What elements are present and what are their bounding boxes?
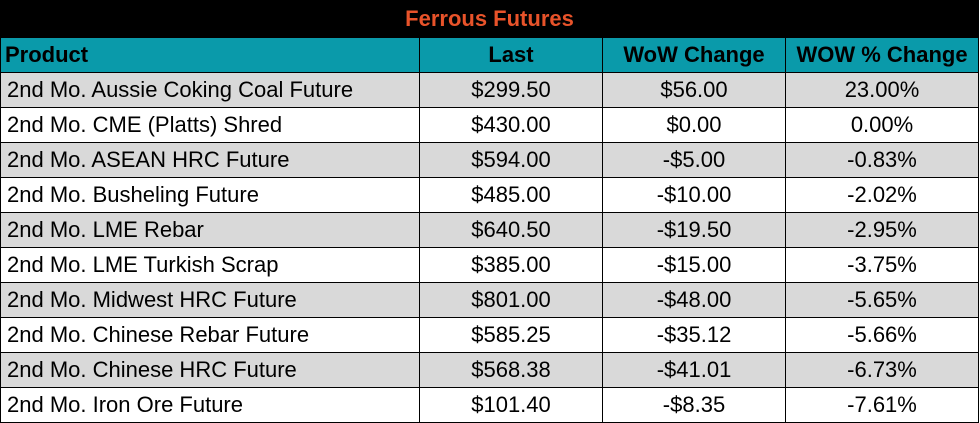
cell-product: 2nd Mo. Midwest HRC Future [0, 282, 420, 318]
cell-wow-pct-change: -7.61% [784, 387, 980, 423]
table-row: 2nd Mo. LME Rebar $640.50 -$19.50 -2.95% [0, 212, 980, 248]
cell-last: $385.00 [419, 247, 603, 283]
cell-wow-pct-change: 23.00% [784, 72, 980, 108]
header-last: Last [419, 37, 603, 73]
table-row: 2nd Mo. ASEAN HRC Future $594.00 -$5.00 -0.… [0, 142, 980, 178]
cell-wow-change: $56.00 [602, 72, 786, 108]
cell-last: $568.38 [419, 352, 603, 388]
table-row: 2nd Mo. Chinese HRC Future $568.38 -$41.01… [0, 352, 980, 388]
cell-last: $585.25 [419, 317, 603, 353]
cell-product: 2nd Mo. Chinese HRC Future [0, 352, 420, 388]
cell-last: $640.50 [419, 212, 603, 248]
header-wow-pct-change: WOW % Change [784, 37, 980, 73]
cell-wow-change: -$35.12 [602, 317, 786, 353]
cell-product: 2nd Mo. LME Rebar [0, 212, 420, 248]
table-row: 2nd Mo. Busheling Future $485.00 -$10.00 -2… [0, 177, 980, 213]
cell-wow-change: $0.00 [602, 107, 786, 143]
header-wow-change: WoW Change [602, 37, 786, 73]
cell-wow-change: -$15.00 [602, 247, 786, 283]
title-row: Ferrous Futures [0, 0, 980, 38]
table-title: Ferrous Futures [0, 0, 980, 38]
table-body: 2nd Mo. Aussie Coking Coal Future $299.50… [0, 72, 980, 423]
cell-wow-change: -$10.00 [602, 177, 786, 213]
cell-wow-pct-change: 0.00% [784, 107, 980, 143]
cell-wow-change: -$19.50 [602, 212, 786, 248]
cell-wow-change: -$5.00 [602, 142, 786, 178]
cell-wow-change: -$48.00 [602, 282, 786, 318]
cell-product: 2nd Mo. ASEAN HRC Future [0, 142, 420, 178]
cell-product: 2nd Mo. Iron Ore Future [0, 387, 420, 423]
cell-wow-pct-change: -5.65% [784, 282, 980, 318]
cell-last: $801.00 [419, 282, 603, 318]
cell-product: 2nd Mo. CME (Platts) Shred [0, 107, 420, 143]
table-row: 2nd Mo. Midwest HRC Future $801.00 -$48.00… [0, 282, 980, 318]
table-row: 2nd Mo. CME (Platts) Shred $430.00 $0.00 0.… [0, 107, 980, 143]
cell-wow-pct-change: -2.02% [784, 177, 980, 213]
header-product: Product [0, 37, 420, 73]
cell-wow-pct-change: -2.95% [784, 212, 980, 248]
cell-last: $299.50 [419, 72, 603, 108]
table-row: 2nd Mo. Aussie Coking Coal Future $299.50… [0, 72, 980, 108]
cell-wow-change: -$41.01 [602, 352, 786, 388]
cell-product: 2nd Mo. LME Turkish Scrap [0, 247, 420, 283]
cell-last: $594.00 [419, 142, 603, 178]
cell-wow-change: -$8.35 [602, 387, 786, 423]
cell-product: 2nd Mo. Chinese Rebar Future [0, 317, 420, 353]
cell-wow-pct-change: -6.73% [784, 352, 980, 388]
table-row: 2nd Mo. LME Turkish Scrap $385.00 -$15.00-… [0, 247, 980, 283]
cell-last: $430.00 [419, 107, 603, 143]
cell-last: $485.00 [419, 177, 603, 213]
cell-wow-pct-change: -5.66% [784, 317, 980, 353]
cell-product: 2nd Mo. Busheling Future [0, 177, 420, 213]
header-row: Product Last WoW Change WOW % Change [0, 37, 980, 73]
cell-product: 2nd Mo. Aussie Coking Coal Future [0, 72, 420, 108]
cell-wow-pct-change: -3.75% [784, 247, 980, 283]
cell-last: $101.40 [419, 387, 603, 423]
table-row: 2nd Mo. Iron Ore Future $101.40 -$8.35 -7.6… [0, 387, 980, 423]
table-row: 2nd Mo. Chinese Rebar Future $585.25 -$35.… [0, 317, 980, 353]
cell-wow-pct-change: -0.83% [784, 142, 980, 178]
